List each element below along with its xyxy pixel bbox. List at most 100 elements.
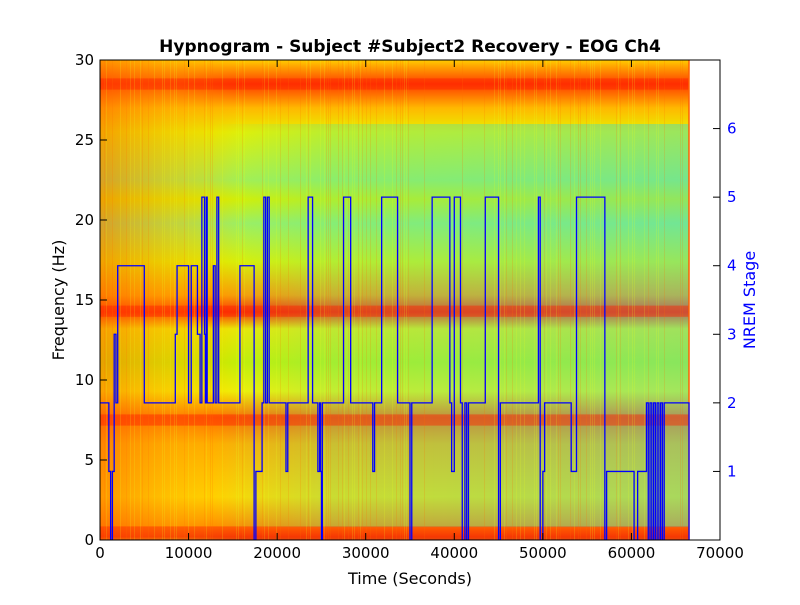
spectrogram-streak (162, 60, 163, 540)
y2-tick-label: 2 (727, 394, 737, 412)
spectrogram-streak (238, 60, 239, 540)
spectrogram-streak (504, 60, 505, 540)
spectrogram-streak (586, 60, 587, 540)
spectrogram-streak (370, 60, 371, 540)
spectrogram-streak (512, 60, 513, 540)
y-tick-label: 10 (75, 371, 94, 389)
chart-labels: Hypnogram - Subject #Subject2 Recovery -… (49, 37, 759, 588)
spectrogram-streak (536, 60, 537, 540)
spectrogram-streak (408, 60, 409, 540)
spectrogram-streak (384, 60, 385, 540)
spectrogram-streak (616, 60, 617, 540)
spectrogram-streak (222, 60, 223, 540)
spectrogram-streak (534, 60, 535, 540)
spectrogram-streak (134, 60, 135, 540)
spectrogram-streak (392, 60, 393, 540)
y-tick-label: 0 (84, 531, 94, 549)
spectrogram-streak (682, 60, 683, 540)
spectrogram-streak (348, 60, 349, 540)
spectrogram-streak (358, 60, 359, 540)
spectrogram-streak (212, 60, 213, 540)
high-power-band (100, 305, 689, 317)
spectrogram-streak (404, 60, 405, 540)
spectrogram-streak (628, 60, 629, 540)
y-tick-label: 15 (75, 291, 94, 309)
spectrogram-streak (578, 60, 579, 540)
x-tick-label: 30000 (342, 544, 390, 562)
spectrogram-streak (558, 60, 559, 540)
spectrogram-streak (516, 60, 517, 540)
spectrogram-streak (600, 60, 601, 540)
spectrogram-streak (170, 60, 171, 540)
spectrogram-streak (594, 60, 595, 540)
x-tick-label: 60000 (608, 544, 656, 562)
spectrogram-streak (112, 60, 113, 540)
y-tick-label: 30 (75, 51, 94, 69)
spectrogram-streak (592, 60, 593, 540)
spectrogram (100, 60, 720, 540)
spectrogram-streak (620, 60, 621, 540)
spectrogram-streak (328, 60, 329, 540)
spectrogram-streak (632, 60, 633, 540)
spectrogram-streak (656, 60, 657, 540)
spectrogram-streak (120, 60, 121, 540)
spectrogram-streak (174, 60, 175, 540)
spectrogram-streak (402, 60, 403, 540)
spectrogram-streak (506, 60, 507, 540)
y2-tick-label: 5 (727, 188, 737, 206)
spectrogram-streak (154, 60, 155, 540)
spectrogram-streak (268, 60, 269, 540)
spectrogram-streak (644, 60, 645, 540)
spectrogram-streak (524, 60, 525, 540)
spectrogram-streak (242, 60, 243, 540)
x-tick-label: 0 (95, 544, 105, 562)
spectrogram-streak (148, 60, 149, 540)
spectrogram-streak (344, 60, 345, 540)
spectrogram-streak (362, 60, 363, 540)
spectrogram-streak (262, 60, 263, 540)
x-tick-label: 10000 (165, 544, 213, 562)
axes: 0 10000 20000 30000 40000 50000 60000 70000 0 5 10… (75, 51, 744, 562)
spectrogram-streak (574, 60, 575, 540)
spectrogram-streak (210, 60, 211, 540)
y2-tick-label: 4 (727, 257, 737, 275)
spectrogram-streak (550, 60, 551, 540)
x-tick-label: 20000 (253, 544, 301, 562)
spectrogram-streak (618, 60, 619, 540)
spectrogram-streak (310, 60, 311, 540)
spectrogram-streak (140, 60, 141, 540)
spectrogram-streak (324, 60, 325, 540)
spectrogram-streak (462, 60, 463, 540)
spectrogram-streak (396, 60, 397, 540)
spectrogram-streak (590, 60, 591, 540)
spectrogram-streak (320, 60, 321, 540)
x-tick-label: 40000 (430, 544, 478, 562)
spectrogram-streak (376, 60, 377, 540)
spectrogram-streak (142, 60, 143, 540)
spectrogram-streak (484, 60, 485, 540)
spectrogram-empty-region (689, 60, 720, 540)
spectrogram-streak (244, 60, 245, 540)
spectrogram-streak (130, 60, 131, 540)
y-tick-label: 20 (75, 211, 94, 229)
spectrogram-streak (342, 60, 343, 540)
spectrogram-streak (658, 60, 659, 540)
spectrogram-streak (680, 60, 681, 540)
spectrogram-streak (570, 60, 571, 540)
spectrogram-streak (520, 60, 521, 540)
high-power-band (100, 526, 689, 538)
y2-axis-label: NREM Stage (740, 251, 759, 349)
spectrogram-streak (500, 60, 501, 540)
spectrogram-streak (400, 60, 401, 540)
spectrogram-streak (494, 60, 495, 540)
spectrogram-streak (194, 60, 195, 540)
high-power-band (100, 78, 689, 90)
y2-tick-label: 6 (727, 120, 737, 138)
spectrogram-streak (288, 60, 289, 540)
spectrogram-streak (326, 60, 327, 540)
spectrogram-streak (406, 60, 407, 540)
spectrogram-streak (354, 60, 355, 540)
spectrogram-streak (164, 60, 165, 540)
spectrogram-streak (560, 60, 561, 540)
